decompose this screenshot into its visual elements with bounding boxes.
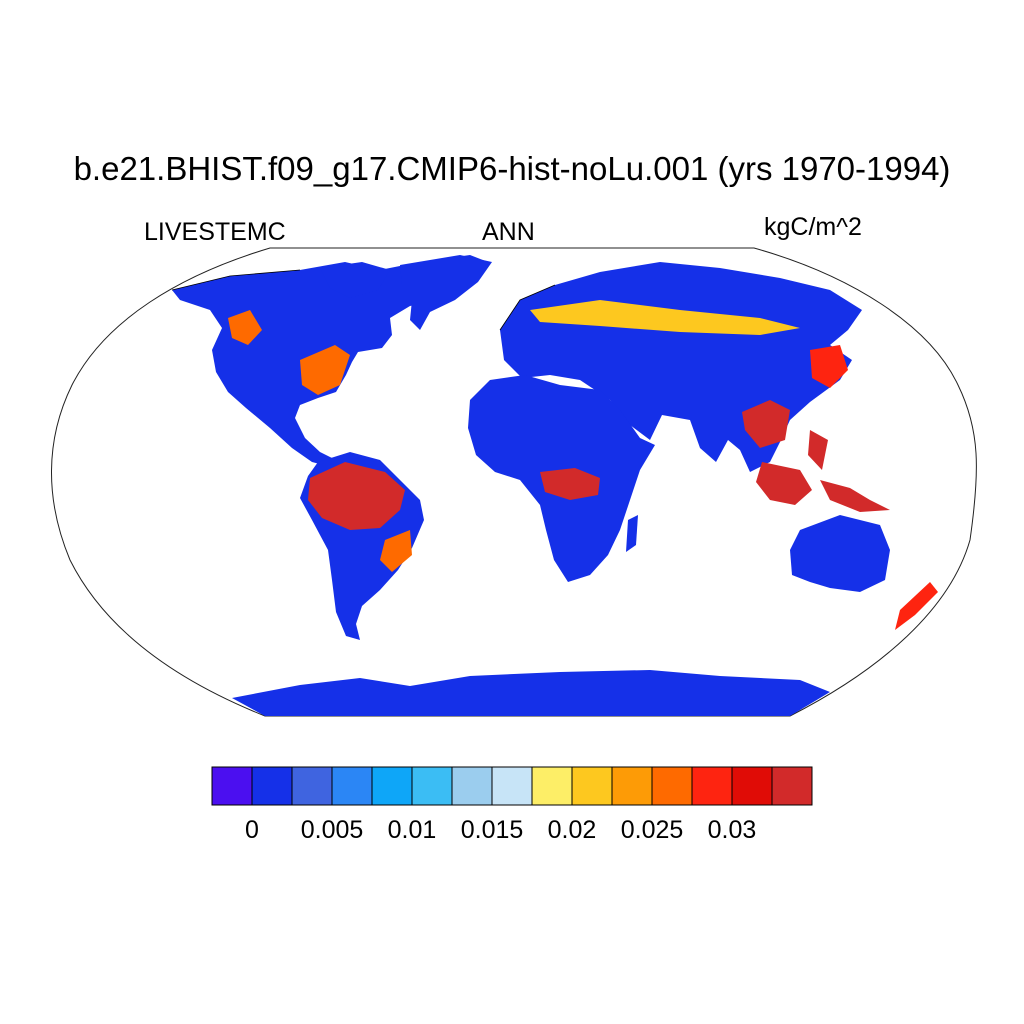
- colorbar-tick-label: 0.02: [548, 816, 597, 844]
- plot-title: b.e21.BHIST.f09_g17.CMIP6-hist-noLu.001 …: [73, 150, 951, 187]
- arctic-islands: [320, 262, 390, 298]
- colorbar-box: [611, 766, 653, 806]
- antarctica: [232, 670, 830, 716]
- boreal-belt: [530, 300, 800, 335]
- southeast-asia-high: [742, 400, 790, 448]
- colorbar-box: [251, 766, 293, 806]
- colorbar-box: [331, 766, 373, 806]
- high-value-regions: [228, 300, 848, 572]
- maritime-asia: [756, 430, 890, 512]
- colorbar-box: [411, 766, 453, 806]
- colorbar-box: [371, 766, 413, 806]
- colorbar-tick-label: 0.01: [388, 816, 437, 844]
- pacific-northwest-high: [228, 310, 262, 345]
- colorbar-box: [571, 766, 613, 806]
- colorbar-tick-label: 0.015: [461, 816, 524, 844]
- colorbar-box: [531, 766, 573, 806]
- greenland: [400, 255, 492, 330]
- east-asia-high: [810, 345, 848, 388]
- colorbar-box: [291, 766, 333, 806]
- colorbar-boxes: [211, 766, 813, 806]
- colorbar-tick-label: 0.025: [621, 816, 684, 844]
- colorbar-box: [731, 766, 773, 806]
- units-label: kgC/m^2: [764, 213, 862, 241]
- colorbar-box: [771, 766, 813, 806]
- colorbar-box: [491, 766, 533, 806]
- coastlines: [171, 269, 556, 331]
- new-zealand: [895, 582, 938, 630]
- eastern-us-high: [300, 345, 350, 395]
- colorbar-tick-label: 0.03: [708, 816, 757, 844]
- madagascar: [626, 515, 638, 552]
- colorbar-box: [211, 766, 253, 806]
- season-label: ANN: [482, 218, 535, 246]
- colorbar-tick-label: 0.005: [301, 816, 364, 844]
- congo-high: [540, 468, 600, 500]
- colorbar-box: [451, 766, 493, 806]
- colorbar-box: [691, 766, 733, 806]
- amazon-high: [308, 462, 405, 530]
- colorbar-tick-label: 0: [245, 816, 259, 844]
- variable-label: LIVESTEMC: [144, 218, 286, 246]
- australia: [790, 515, 890, 592]
- colorbar-labels: 0 0.005 0.01 0.015 0.02 0.025 0.03: [245, 816, 756, 844]
- colorbar-box: [651, 766, 693, 806]
- atlantic-forest-high: [380, 530, 412, 572]
